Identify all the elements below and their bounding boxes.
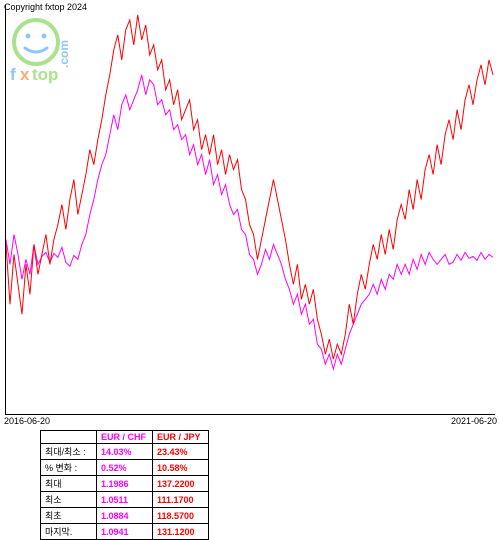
cell: 131.1200 — [153, 524, 209, 540]
row-label: 최대/최소 : — [41, 444, 97, 460]
header-series1: EUR / CHF — [97, 431, 153, 444]
cell: 1.0884 — [97, 508, 153, 524]
chart-plot-area: 2016-06-20 2021-06-20 — [5, 5, 495, 415]
stats-table: EUR / CHF EUR / JPY 최대/최소 :14.03%23.43% … — [40, 430, 209, 540]
cell: 1.0941 — [97, 524, 153, 540]
x-axis-end-label: 2021-06-20 — [451, 416, 497, 426]
header-empty — [41, 431, 97, 444]
cell: 10.58% — [153, 460, 209, 476]
cell: 23.43% — [153, 444, 209, 460]
table-row: 최대1.1986137.2200 — [41, 476, 209, 492]
table-row: 마지막.1.0941131.1200 — [41, 524, 209, 540]
row-label: % 변화 : — [41, 460, 97, 476]
cell: 118.5700 — [153, 508, 209, 524]
cell: 14.03% — [97, 444, 153, 460]
table-row: 최초1.0884118.5700 — [41, 508, 209, 524]
cell: 137.2200 — [153, 476, 209, 492]
row-label: 최대 — [41, 476, 97, 492]
cell: 0.52% — [97, 460, 153, 476]
row-label: 최초 — [41, 508, 97, 524]
table-header-row: EUR / CHF EUR / JPY — [41, 431, 209, 444]
table-row: % 변화 :0.52%10.58% — [41, 460, 209, 476]
header-series2: EUR / JPY — [153, 431, 209, 444]
line-chart — [6, 5, 495, 414]
row-label: 마지막. — [41, 524, 97, 540]
cell: 1.1986 — [97, 476, 153, 492]
table-row: 최대/최소 :14.03%23.43% — [41, 444, 209, 460]
x-axis-start-label: 2016-06-20 — [4, 416, 50, 426]
